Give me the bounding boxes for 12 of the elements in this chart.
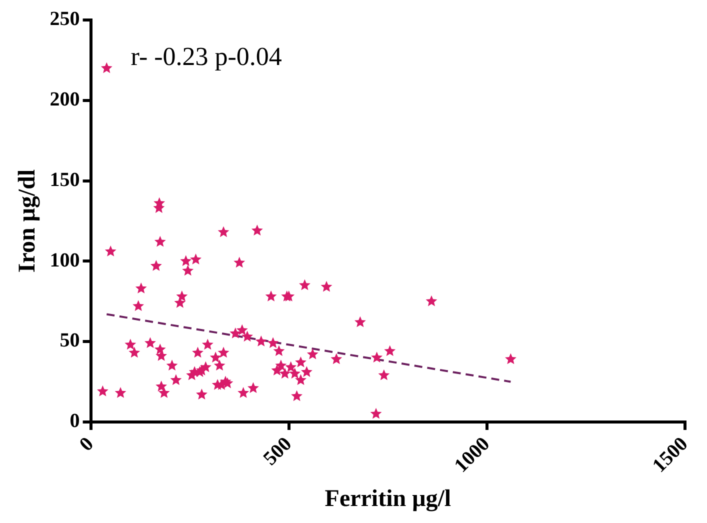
x-tick-label: 0: [75, 433, 98, 456]
x-tick-label: 500: [259, 433, 296, 470]
y-tick-label: 150: [50, 168, 80, 191]
y-axis-title: Iron μg/dl: [14, 169, 41, 273]
x-tick-label: 1500: [648, 433, 692, 477]
y-tick-label: 0: [70, 410, 80, 432]
x-axis-title: Ferritin μg/l: [324, 486, 452, 512]
y-tick-label: 250: [50, 8, 80, 30]
annotation: r- -0.23 p-0.04: [130, 42, 282, 71]
y-tick-label: 100: [50, 249, 80, 272]
y-tick-label: 200: [50, 88, 80, 111]
y-tick-label: 50: [60, 330, 80, 352]
